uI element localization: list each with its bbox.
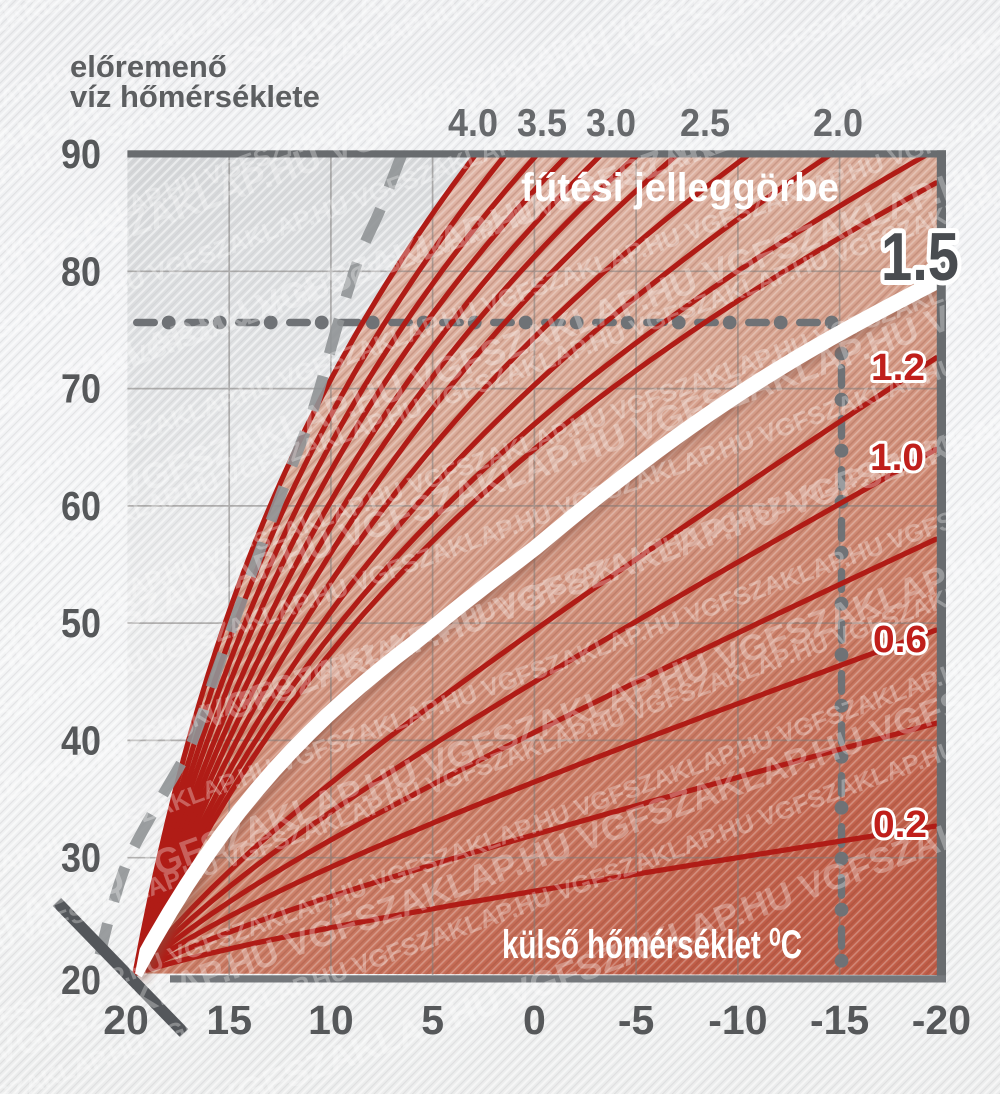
svg-text:1.5: 1.5 [881,219,959,295]
svg-text:5: 5 [421,997,444,1043]
svg-text:10: 10 [308,997,354,1043]
svg-text:40: 40 [61,717,101,763]
svg-text:20: 20 [103,997,149,1043]
svg-text:20: 20 [61,957,101,1003]
svg-text:90: 90 [61,131,101,177]
svg-text:60: 60 [61,483,101,529]
svg-text:80: 80 [61,248,101,294]
svg-text:15: 15 [206,997,252,1043]
svg-text:30: 30 [61,835,101,881]
svg-text:0.2: 0.2 [873,804,927,846]
svg-text:-10: -10 [708,997,767,1043]
svg-text:1.0: 1.0 [870,437,924,479]
svg-text:-15: -15 [810,997,869,1043]
svg-text:víz hőmérséklete: víz hőmérséklete [70,79,320,114]
svg-text:70: 70 [61,366,101,412]
svg-text:3.0: 3.0 [586,102,636,145]
svg-text:2.5: 2.5 [680,102,730,145]
svg-text:50: 50 [61,600,101,646]
svg-text:-5: -5 [618,997,654,1043]
svg-text:fűtési jelleggörbe: fűtési jelleggörbe [521,166,839,210]
svg-text:1.2: 1.2 [871,347,925,389]
svg-text:4.0: 4.0 [448,102,498,145]
svg-text:0: 0 [523,997,546,1043]
svg-text:0.6: 0.6 [873,619,927,661]
svg-text:külső hőmérséklet ⁰C: külső hőmérséklet ⁰C [502,923,802,967]
svg-text:-20: -20 [912,997,971,1043]
svg-text:2.0: 2.0 [813,102,863,145]
svg-text:előremenő: előremenő [70,49,227,84]
svg-text:3.5: 3.5 [517,102,567,145]
